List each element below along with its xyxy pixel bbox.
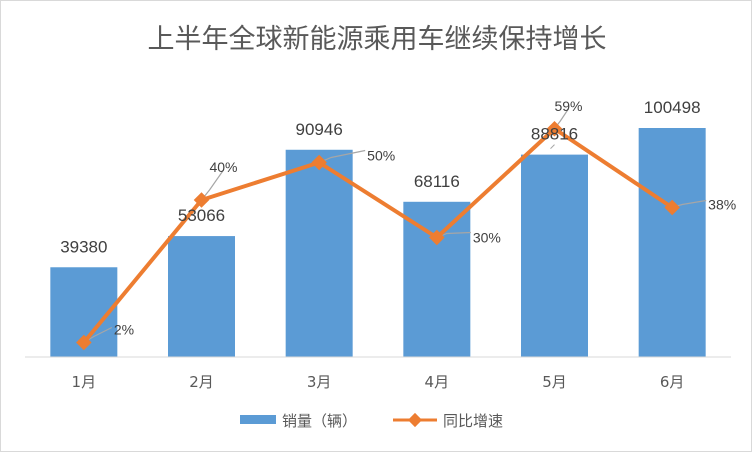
growth-value-label: 2% [114, 322, 134, 338]
bar-2 [168, 236, 235, 357]
growth-value-label: 40% [209, 159, 237, 175]
x-tick-label: 6月 [660, 373, 685, 391]
growth-marker [193, 192, 210, 208]
x-tick-label: 2月 [189, 373, 214, 391]
growth-value-label: 30% [473, 230, 501, 246]
x-tick-label: 1月 [72, 373, 97, 391]
growth-line [82, 126, 674, 344]
chart-title: 上半年全球新能源乘用车继续保持增长 [148, 24, 607, 55]
bar-value-label: 68116 [414, 172, 460, 191]
legend: 销量（辆） 同比增速 [240, 412, 503, 430]
legend-growth-label: 同比增速 [443, 412, 503, 430]
bars-layer [50, 128, 706, 357]
bar-value-label: 90946 [296, 120, 343, 139]
legend-bar-swatch [240, 415, 276, 424]
legend-sales-label: 销量（辆） [282, 412, 357, 430]
bar-value-label: 39380 [60, 237, 107, 256]
growth-marker [429, 229, 445, 246]
bar-4 [403, 201, 471, 357]
bar-value-label: 100498 [644, 98, 701, 117]
legend-diamond-marker [407, 412, 423, 428]
growth-value-label: 38% [708, 197, 736, 213]
growth-line-layer [76, 120, 680, 351]
x-tick-label: 3月 [307, 373, 332, 391]
growth-marker [311, 154, 327, 171]
growth-value-label: 50% [367, 148, 395, 164]
bar-value-label: 88816 [531, 125, 578, 144]
growth-value-label: 59% [554, 98, 582, 114]
x-tick-label: 5月 [542, 373, 567, 391]
bar-5 [521, 154, 588, 357]
bar-value-label: 53066 [178, 206, 225, 225]
bar-3 [285, 149, 353, 357]
x-tick-label: 4月 [425, 373, 450, 391]
data-labels-layer: 39380 53066 90946 68116 88816 100498 2% 40% 50% 3… [60, 98, 736, 338]
bar-6 [638, 128, 706, 357]
x-tick-labels: 1月 2月 3月 4月 5月 6月 [72, 373, 685, 391]
bar-label-leader-line [550, 144, 555, 149]
growth-marker [664, 199, 680, 216]
